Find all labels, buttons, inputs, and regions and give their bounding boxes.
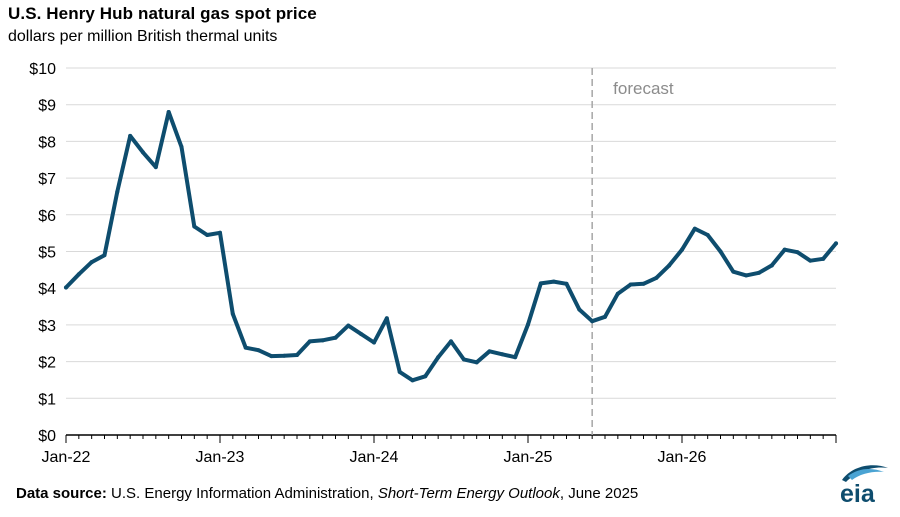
- data-point: [590, 319, 595, 324]
- data-point: [218, 230, 222, 235]
- data-point: [449, 339, 453, 344]
- y-tick-label: $0: [38, 428, 56, 445]
- data-point: [179, 144, 184, 149]
- data-point: [538, 281, 543, 286]
- logo-swoosh-2: [848, 468, 884, 480]
- data-source-publication: Short-Term Energy Outlook: [377, 485, 560, 502]
- logo-swoosh-1: [842, 465, 888, 482]
- data-point: [436, 355, 441, 360]
- data-source-note: Data source: U.S. Energy Information Adm…: [16, 485, 638, 502]
- data-point: [256, 348, 261, 353]
- forecast-label: forecast: [613, 79, 674, 98]
- gridlines: [66, 67, 836, 399]
- data-source-date: , June 2025: [559, 485, 639, 502]
- data-point: [513, 355, 518, 360]
- data-point: [603, 314, 607, 319]
- x-tick-label: Jan-22: [42, 449, 91, 466]
- y-tick-label: $8: [38, 134, 56, 151]
- x-tick-label: Jan-23: [196, 449, 245, 466]
- data-point: [782, 247, 787, 252]
- data-point: [654, 275, 659, 280]
- data-point: [731, 269, 736, 274]
- chart-title: U.S. Henry Hub natural gas spot price: [8, 4, 317, 23]
- x-tick-label: Jan-25: [504, 449, 553, 466]
- data-point: [282, 353, 287, 358]
- data-point: [526, 322, 530, 327]
- data-point: [269, 354, 274, 359]
- eia-logo: eia: [840, 465, 888, 508]
- y-tick-label: $6: [38, 208, 56, 225]
- series-group: [64, 110, 838, 383]
- data-point: [423, 374, 428, 379]
- data-point: [397, 369, 402, 374]
- data-point: [307, 339, 312, 344]
- x-tick-label: Jan-24: [350, 449, 399, 466]
- data-point: [461, 357, 466, 362]
- data-point: [333, 335, 338, 340]
- forecast-marker: forecast: [591, 68, 674, 435]
- data-point: [795, 250, 800, 255]
- data-point: [384, 316, 389, 321]
- data-point: [757, 270, 761, 275]
- data-point: [76, 272, 81, 277]
- data-point: [115, 189, 120, 194]
- data-point: [834, 241, 838, 246]
- data-point: [372, 340, 376, 345]
- y-tick-label: $4: [38, 281, 56, 298]
- data-point: [359, 332, 364, 337]
- data-point: [243, 345, 248, 350]
- data-source-label: Data source:: [16, 485, 107, 502]
- data-point: [667, 263, 672, 268]
- y-tick-label: $1: [38, 391, 56, 408]
- data-point: [808, 258, 813, 263]
- data-point: [192, 224, 197, 229]
- data-source-text: U.S. Energy Information Administration,: [106, 485, 378, 502]
- data-point: [141, 150, 145, 155]
- data-point: [551, 279, 556, 284]
- data-point: [205, 232, 210, 237]
- data-point: [744, 273, 749, 278]
- data-point: [705, 232, 710, 237]
- data-point: [615, 291, 620, 296]
- y-tick-label: $5: [38, 245, 56, 262]
- data-point: [577, 307, 582, 312]
- chart-subtitle: dollars per million British thermal unit…: [8, 28, 278, 45]
- data-point: [295, 352, 299, 357]
- data-point: [641, 281, 646, 286]
- data-point: [474, 360, 479, 365]
- data-point: [500, 352, 505, 357]
- data-point: [230, 311, 235, 316]
- data-point: [628, 282, 633, 287]
- y-tick-label: $2: [38, 355, 56, 372]
- data-point: [89, 260, 94, 265]
- axes: $0 $1 $2 $3 $4 $5 $6 $7 $8 $9 $10 Jan-22 Jan-23 Jan-2…: [29, 61, 837, 466]
- data-point: [346, 323, 351, 328]
- y-tick-label: $10: [29, 61, 56, 78]
- logo-text: eia: [840, 480, 876, 508]
- data-point: [153, 165, 158, 170]
- data-point: [769, 263, 774, 268]
- data-point: [821, 256, 826, 261]
- y-tick-label: $3: [38, 318, 56, 335]
- data-point: [320, 338, 325, 343]
- y-tick-label: $9: [38, 98, 56, 115]
- data-point: [64, 285, 68, 290]
- data-point: [102, 253, 107, 258]
- y-tick-label: $7: [38, 171, 56, 188]
- x-tick-label: Jan-26: [658, 449, 707, 466]
- data-point: [692, 226, 697, 231]
- data-point: [166, 110, 171, 115]
- data-point: [564, 281, 569, 286]
- data-point: [487, 349, 492, 354]
- data-point: [410, 378, 415, 383]
- data-point: [128, 133, 133, 138]
- data-point: [680, 247, 684, 252]
- data-point: [718, 249, 723, 254]
